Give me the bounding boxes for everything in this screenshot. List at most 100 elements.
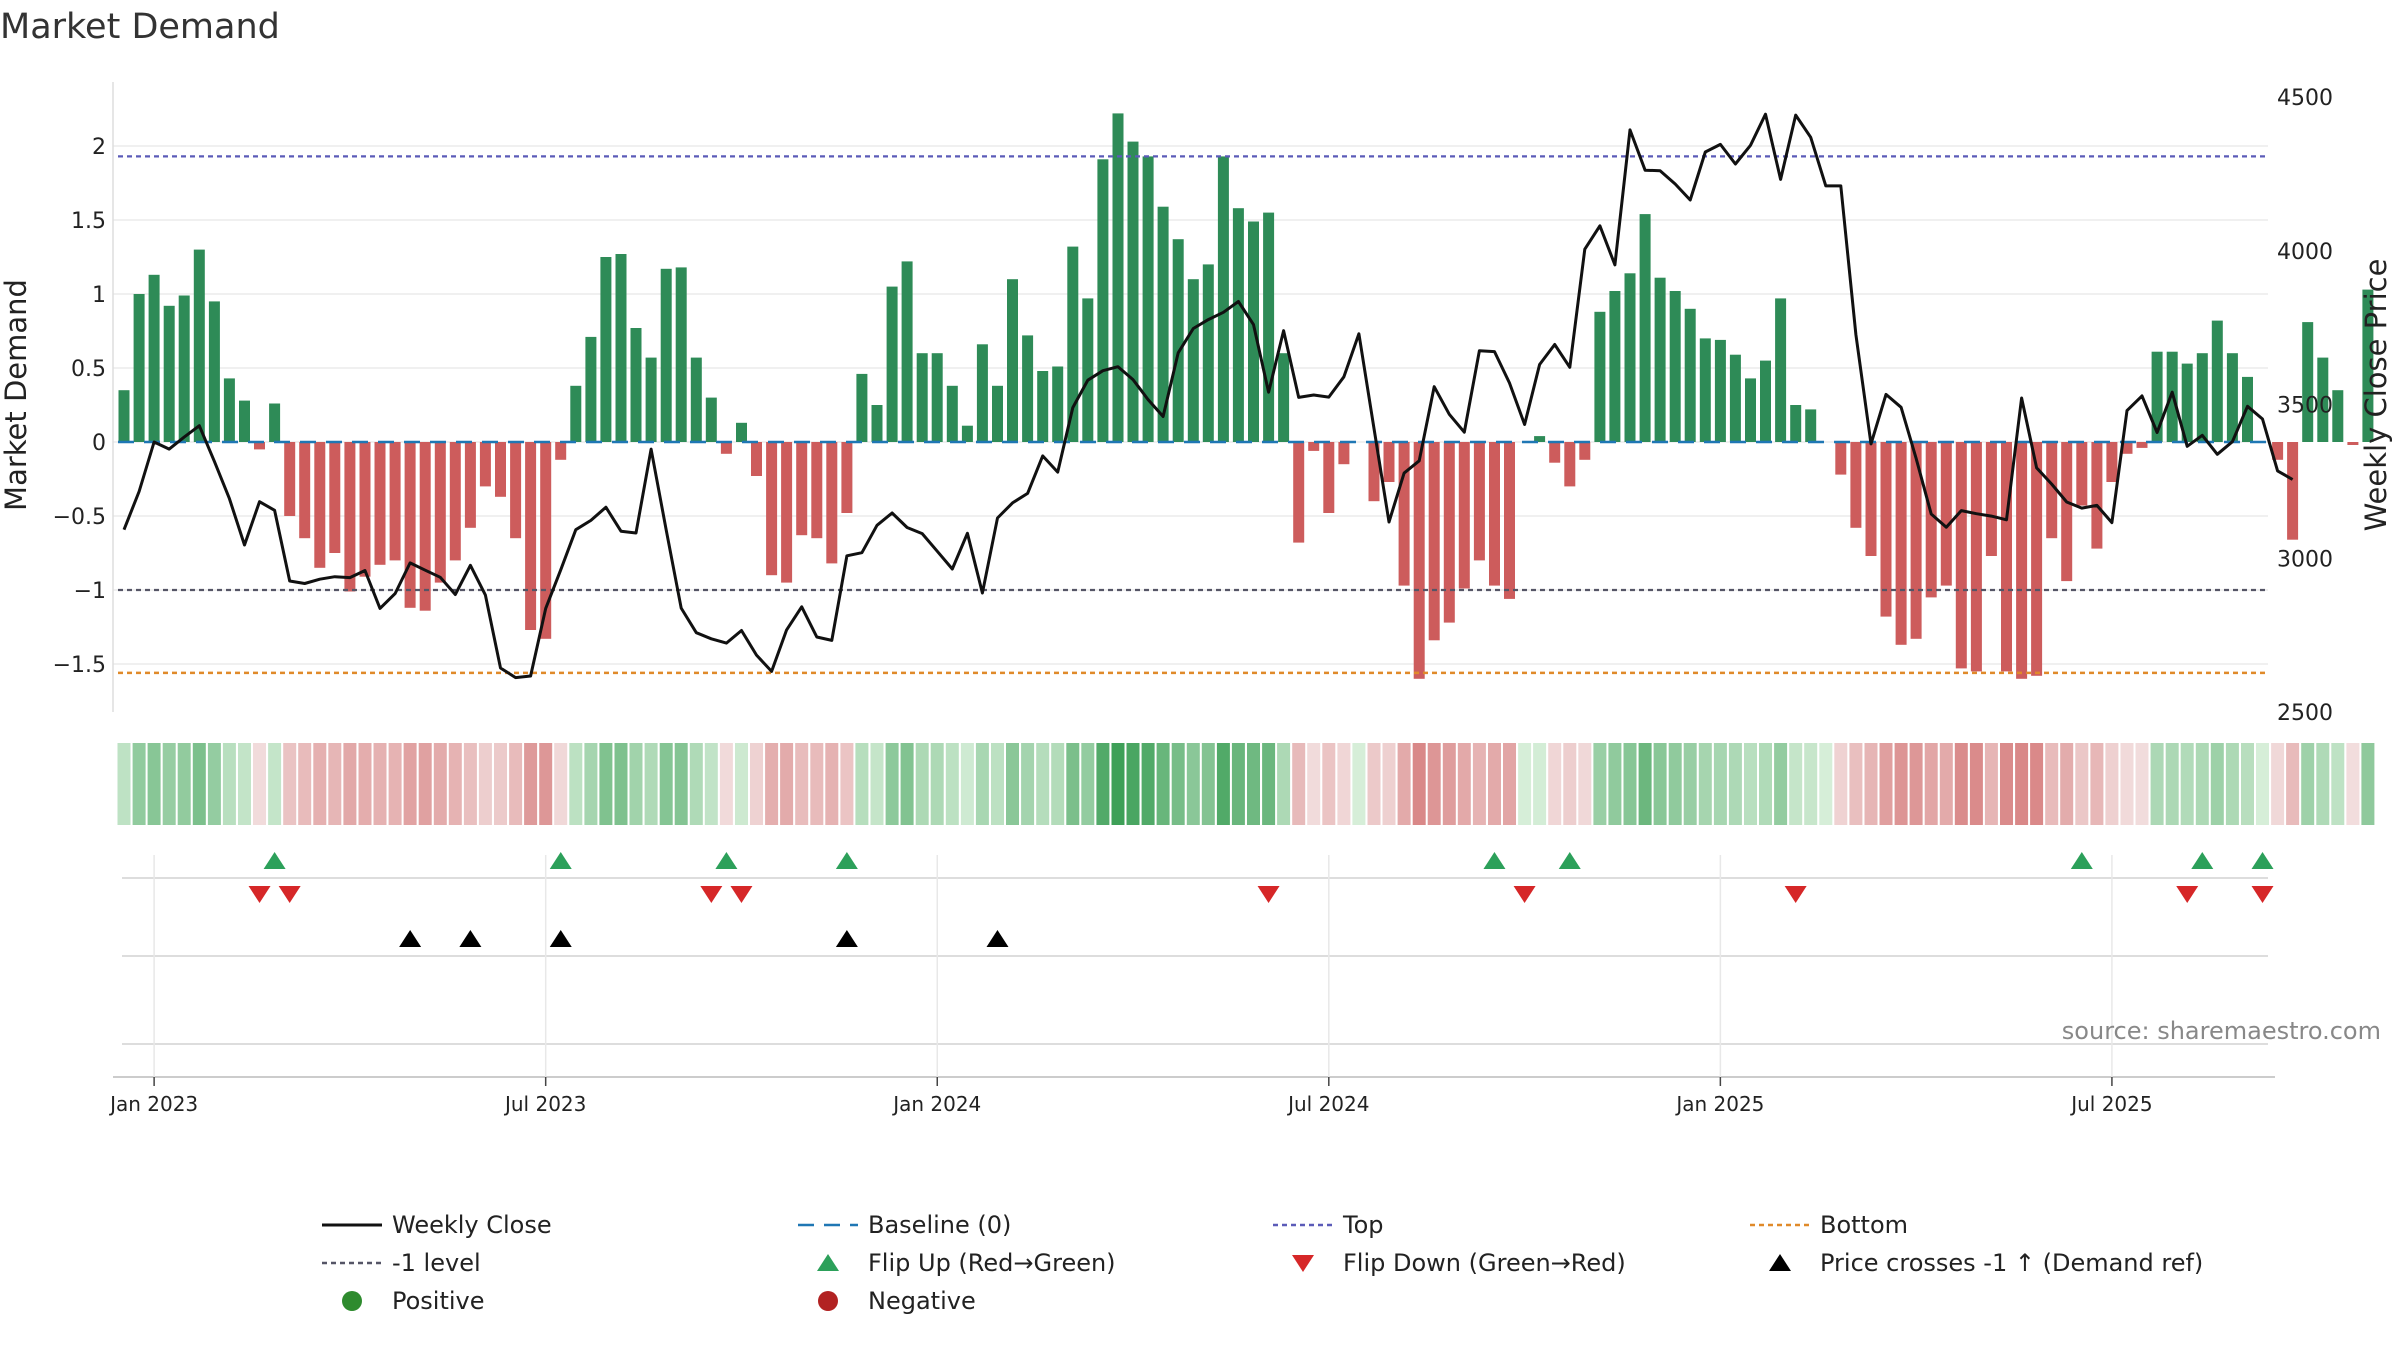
flip-down-marker	[730, 886, 753, 903]
positive-bar	[1172, 239, 1184, 442]
positive-bar	[931, 353, 943, 442]
strip-cell	[238, 743, 251, 825]
price-cross-marker	[459, 930, 482, 947]
strip-cell	[343, 743, 357, 825]
strip-cell	[704, 743, 718, 825]
positive-bar	[1805, 409, 1817, 442]
strip-cell	[554, 743, 568, 825]
strip-cell	[1006, 743, 1019, 825]
source-credit: source: sharemaestro.com	[2062, 1017, 2381, 1045]
price-cross-markers	[399, 930, 1009, 947]
negative-bar	[1925, 442, 1937, 598]
x-axis-ticks: Jan 2023 Jul 2023 Jan 2024 Jul 2024 Jan 2025…	[108, 1077, 2153, 1116]
strip-cell	[147, 743, 161, 825]
positive-bar	[1248, 221, 1259, 442]
positive-bar	[133, 294, 145, 442]
negative-bar	[2287, 442, 2299, 540]
strip-cell	[1186, 743, 1200, 825]
negative-bar	[1880, 442, 1892, 617]
strip-cell	[1488, 743, 1501, 825]
negative-bar	[2272, 442, 2284, 460]
positive-bar	[705, 397, 717, 442]
strip-cell	[2105, 743, 2119, 825]
positive-bar	[1263, 212, 1275, 442]
negative-bar	[2347, 442, 2359, 445]
positive-bar	[1594, 311, 1606, 442]
strip-cell	[1141, 743, 1155, 825]
negative-bar	[1985, 442, 1997, 556]
negative-bar	[389, 442, 401, 561]
flip-up-marker	[1558, 852, 1581, 869]
positive-bar	[1790, 405, 1802, 442]
strip-cell	[945, 743, 959, 825]
negative-bar	[2001, 442, 2012, 672]
strip-cell	[1171, 743, 1185, 825]
positive-bar	[1127, 141, 1139, 442]
negative-bar	[1579, 442, 1591, 460]
strip-cell	[1698, 743, 1712, 825]
y-tick-label: −1	[74, 579, 106, 604]
legend: Weekly Close Baseline (0) Top Bottom -1 leve…	[322, 1211, 2203, 1315]
negative-bar	[495, 442, 506, 497]
negative-bar	[2121, 442, 2133, 454]
positive-bar	[901, 261, 913, 442]
y2-tick-label: 2500	[2277, 701, 2333, 726]
legend-swatch-negative	[818, 1291, 838, 1311]
negative-bar	[359, 442, 371, 577]
negative-bar	[1323, 442, 1335, 513]
strip-cell	[1081, 743, 1095, 825]
strip-cell	[192, 743, 206, 825]
negative-bar	[2106, 442, 2118, 482]
x-tick-label: Jul 2023	[503, 1092, 586, 1116]
negative-bar	[1955, 442, 1967, 669]
left-axis-ticks: 2 1.5 1 0.5 0 −0.5 −1 −1.5	[53, 135, 106, 678]
legend-label: Bottom	[1820, 1211, 1908, 1239]
positive-bar	[1278, 353, 1290, 442]
strip-cell	[930, 743, 944, 825]
strip-cell	[1939, 743, 1953, 825]
strip-cell	[478, 743, 492, 825]
negative-bar	[781, 442, 793, 583]
flip-up-marker	[835, 852, 858, 869]
positive-bar	[1232, 208, 1244, 442]
strip-cell	[1262, 743, 1276, 825]
strip-cell	[1307, 743, 1321, 825]
flip-down-marker	[2251, 886, 2274, 903]
y-tick-label: 1	[92, 283, 106, 308]
negative-bar	[2046, 442, 2058, 539]
flip-down-markers	[248, 886, 2274, 903]
positive-bar	[1624, 273, 1636, 442]
legend-label: Negative	[868, 1287, 976, 1315]
strip-cell	[2135, 743, 2149, 825]
strip-cell	[1051, 743, 1065, 825]
strip-cell	[2241, 743, 2254, 825]
negative-bar	[1413, 442, 1425, 679]
x-tick-label: Jan 2023	[108, 1092, 198, 1116]
negative-bar	[284, 442, 296, 516]
positive-bar	[2151, 351, 2163, 442]
strip-cell	[418, 743, 432, 825]
flip-up-marker	[2251, 852, 2274, 869]
flip-up-markers	[263, 852, 2274, 869]
strip-cell	[1909, 743, 1923, 825]
negative-bar	[1428, 442, 1440, 641]
positive-bar	[1217, 156, 1229, 442]
strip-cell	[2286, 743, 2300, 825]
negative-bar	[1910, 442, 1922, 639]
legend-swatch-flip-down	[1292, 1255, 1314, 1272]
strip-cell	[283, 743, 297, 825]
positive-bar	[118, 390, 130, 442]
positive-bar	[208, 301, 220, 442]
strip-cell	[975, 743, 989, 825]
negative-bar	[314, 442, 326, 568]
positive-bar	[856, 373, 868, 442]
strip-cell	[1759, 743, 1772, 825]
strip-cell	[689, 743, 703, 825]
strip-cell	[644, 743, 658, 825]
strip-cell	[313, 743, 327, 825]
positive-bar	[1202, 264, 1214, 442]
strip-cell	[1879, 743, 1893, 825]
strip-cell	[870, 743, 884, 825]
negative-bar	[766, 442, 778, 576]
y-tick-label: 2	[92, 135, 106, 160]
